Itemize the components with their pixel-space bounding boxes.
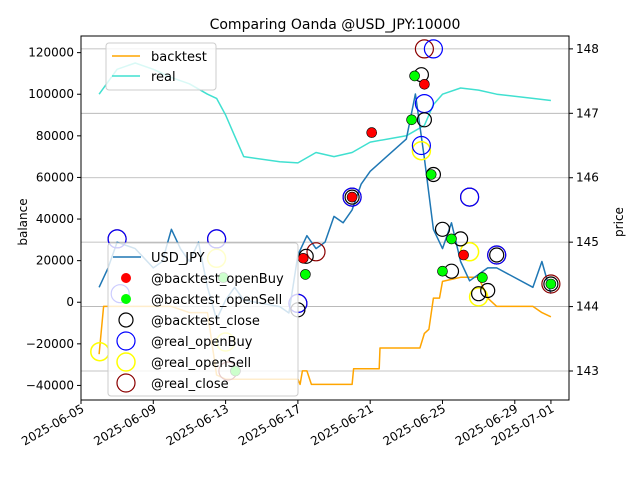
right-axis-title: price: [612, 207, 626, 237]
marker-backtest-opensell-8: [477, 273, 487, 283]
legend-real-close-label: @real_close: [151, 377, 229, 392]
left-tick-label-3: 20000: [36, 254, 74, 268]
marker-backtest-opensell-3: [407, 115, 417, 125]
legend-backtest-openbuy-swatch: [121, 273, 131, 283]
marker-backtest-opensell-7: [447, 234, 457, 244]
marker-backtest-openbuy-2: [367, 128, 377, 138]
marker-backtest-openbuy-4: [459, 250, 469, 260]
left-tick-label-1: −20000: [26, 337, 74, 351]
left-tick-label-4: 40000: [36, 212, 74, 226]
marker-backtest-opensell-6: [438, 266, 448, 276]
right-tick-label-2: 145: [576, 235, 599, 249]
legend-backtest-opensell-label: @backtest_openSell: [151, 293, 282, 308]
left-tick-label-8: 120000: [28, 46, 74, 60]
marker-backtest-opensell-4: [410, 71, 420, 81]
chart-container: −40000 −20000 0 20000 40000 60000 80000 100000 1…: [0, 0, 640, 480]
right-tick-label-1: 144: [576, 300, 599, 314]
left-tick-label-5: 60000: [36, 170, 74, 184]
legend-real-opensell-label: @real_openSell: [151, 356, 251, 371]
marker-backtest-openbuy-0: [298, 253, 308, 263]
right-tick-label-0: 143: [576, 364, 599, 378]
marker-backtest-openbuy-1: [347, 192, 357, 202]
dual-axis-chart: −40000 −20000 0 20000 40000 60000 80000 100000 1…: [0, 0, 640, 480]
legend-backtest-openbuy-label: @backtest_openBuy: [151, 272, 284, 287]
legend-usdjpy-label: USD_JPY: [151, 251, 205, 266]
left-axis-title: balance: [16, 198, 30, 245]
left-tick-label-0: −40000: [26, 378, 74, 392]
left-tick-label-2: 0: [66, 295, 74, 309]
legend-backtest-label: backtest: [151, 50, 207, 65]
legend-balance: backtest real: [106, 43, 216, 90]
chart-title: Comparing Oanda @USD_JPY:10000: [210, 17, 461, 33]
right-tick-label-5: 148: [576, 42, 599, 56]
left-tick-label-7: 100000: [28, 87, 74, 101]
right-tick-label-4: 147: [576, 106, 599, 120]
marker-backtest-opensell-9: [546, 279, 556, 289]
legend-price: USD_JPY @backtest_openBuy @backtest_open…: [108, 243, 298, 396]
legend-real-openbuy-label: @real_openBuy: [151, 335, 253, 350]
right-tick-label-3: 146: [576, 171, 599, 185]
marker-backtest-openbuy-3: [419, 79, 429, 89]
legend-backtest-close-label: @backtest_close: [151, 314, 260, 329]
left-tick-label-6: 80000: [36, 129, 74, 143]
legend-real-label: real: [151, 70, 176, 85]
marker-backtest-opensell-5: [426, 170, 436, 180]
legend-backtest-opensell-swatch: [121, 294, 131, 304]
marker-backtest-opensell-2: [300, 269, 310, 279]
